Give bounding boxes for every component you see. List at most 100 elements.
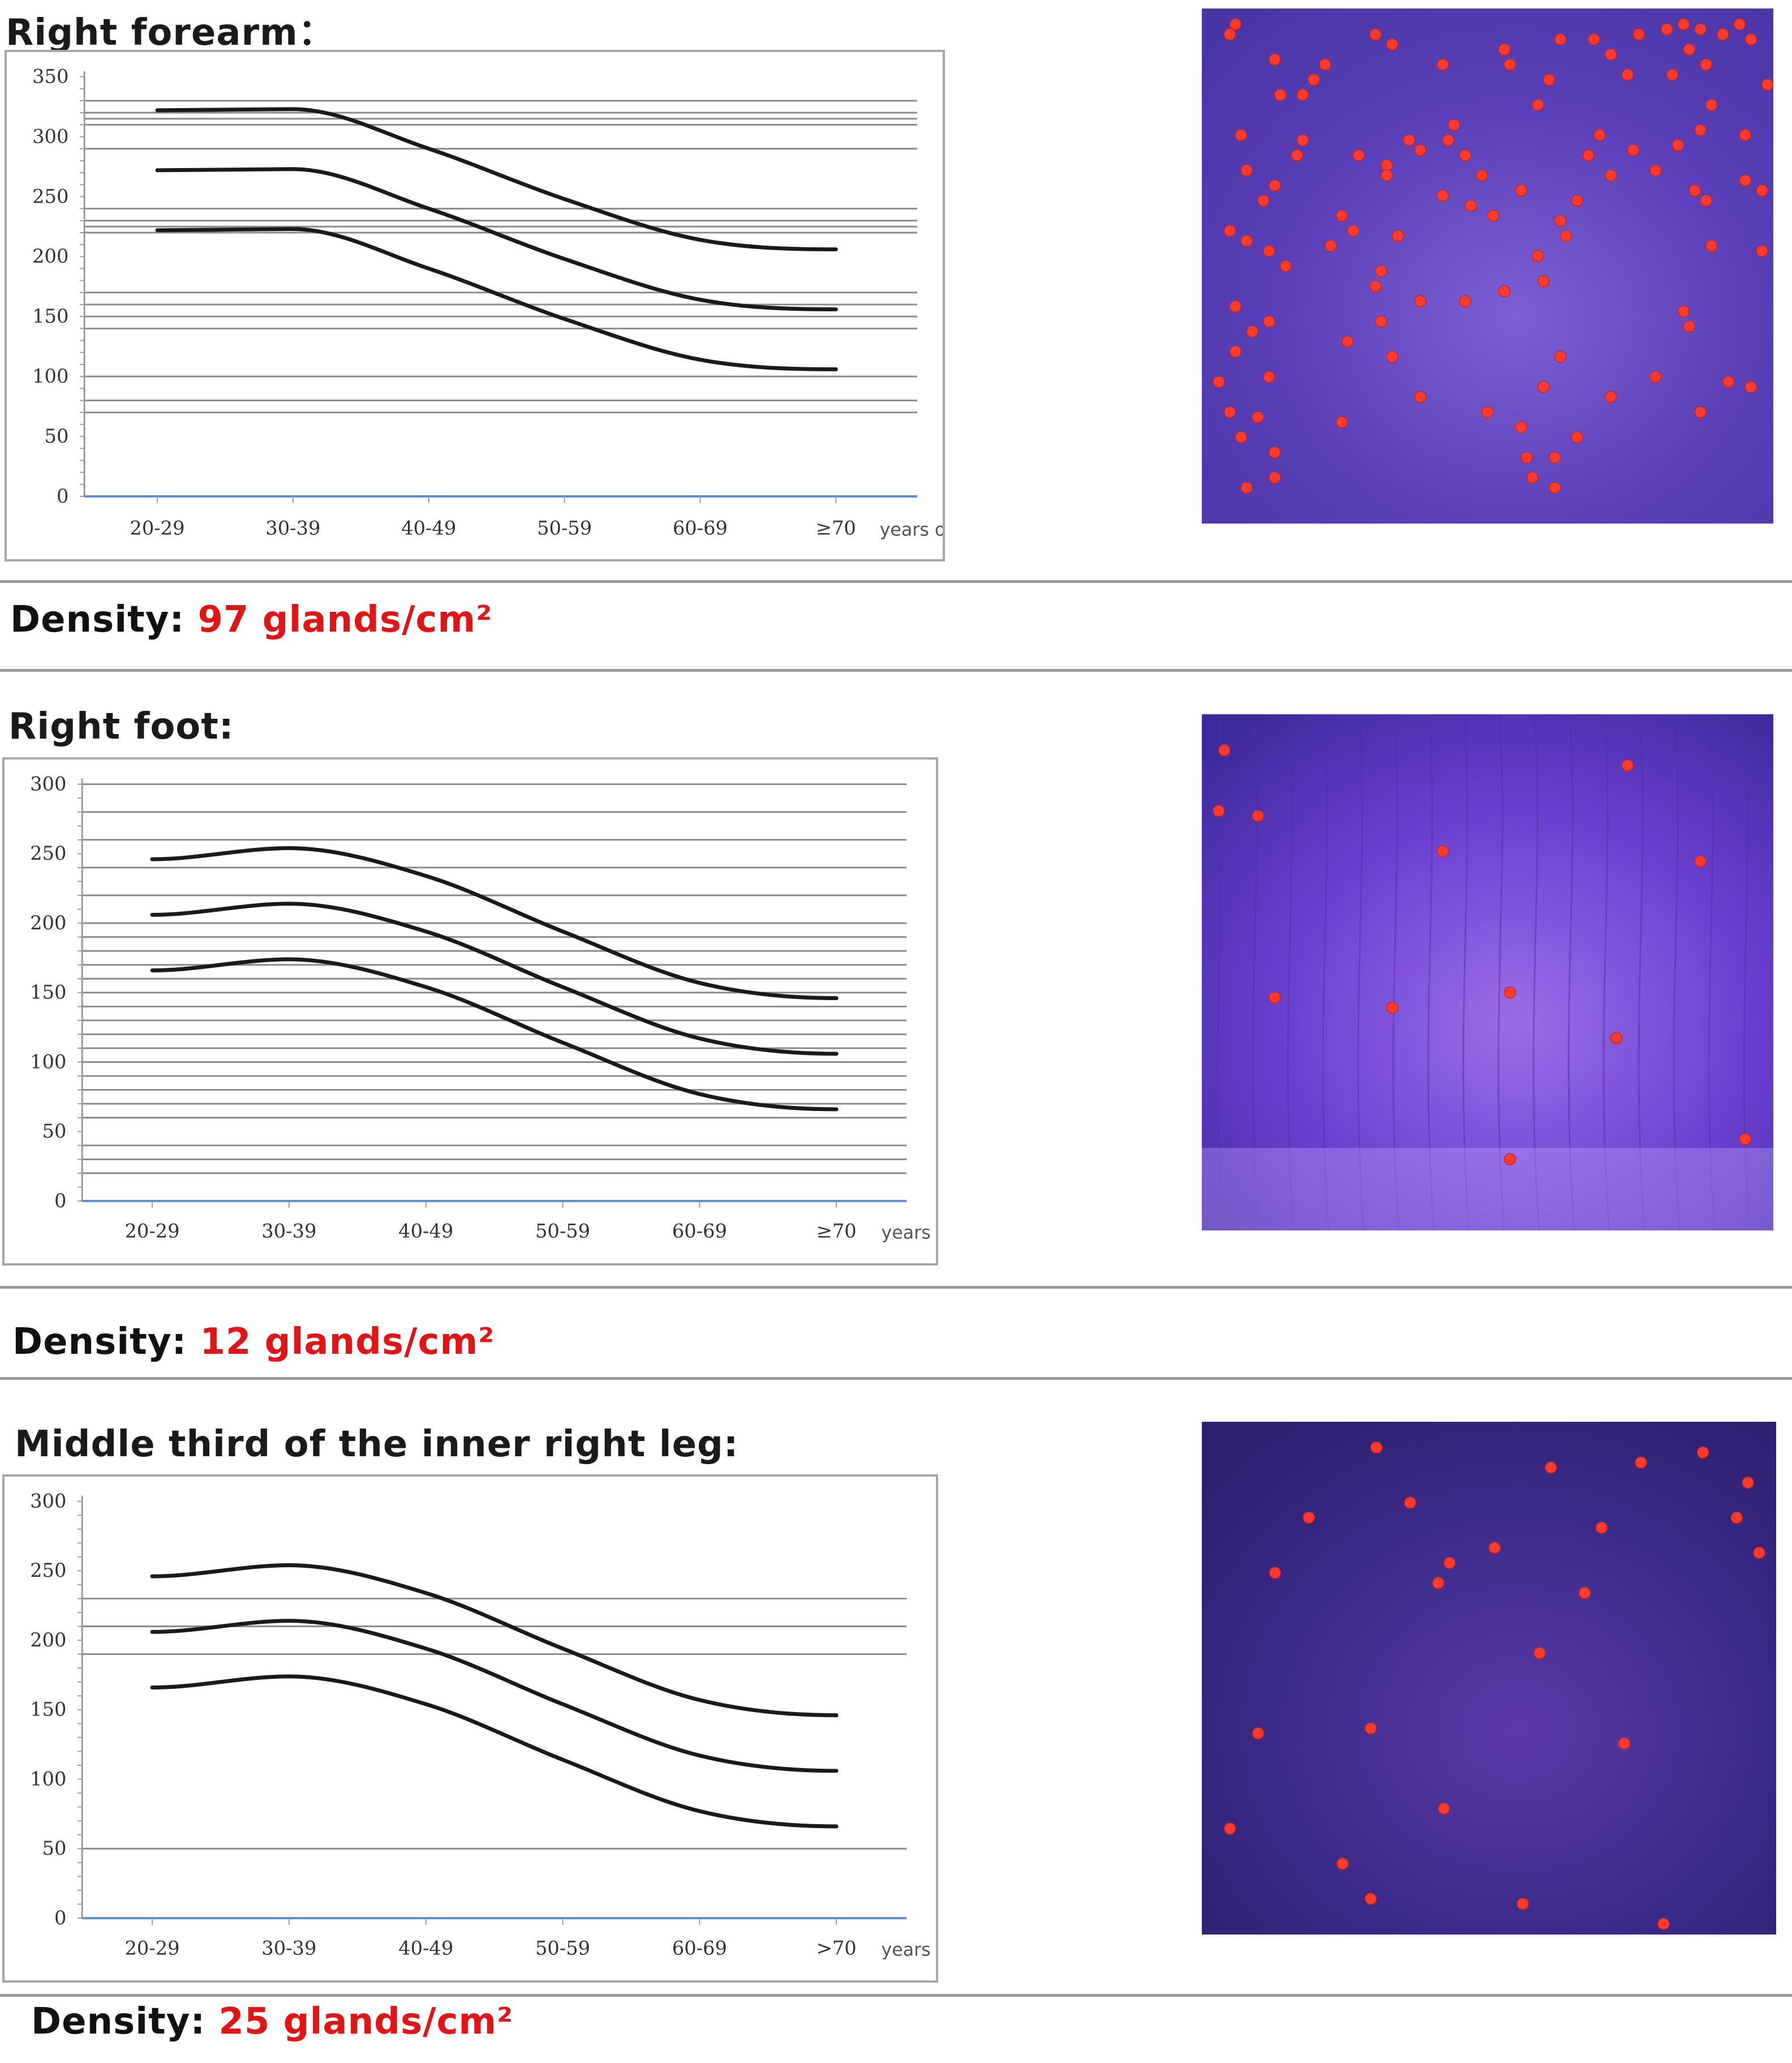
gland-dot <box>1537 380 1550 393</box>
leg-gland-map <box>1202 1422 1776 1935</box>
gland-dot <box>1498 285 1511 298</box>
y-tick-label: 300 <box>30 773 66 795</box>
skin-ridge <box>1322 714 1330 1230</box>
section-title-foot: Right foot: <box>8 706 234 748</box>
y-tick-label: 0 <box>57 485 68 507</box>
gland-dot <box>1223 224 1236 237</box>
gland-dot <box>1515 421 1528 434</box>
density-leg: Density: 25 glands/cm² <box>31 2001 513 2043</box>
y-tick-label: 100 <box>32 365 68 387</box>
skin-ridge <box>1673 714 1681 1230</box>
gland-dot <box>1229 300 1242 312</box>
x-tick-label: 60-69 <box>673 517 728 539</box>
gland-dot <box>1635 1456 1647 1469</box>
gland-dot <box>1459 295 1472 308</box>
x-unit-label: years old <box>880 520 943 540</box>
gland-dot <box>1694 406 1707 418</box>
series-line-3 <box>150 957 839 1112</box>
gland-dot <box>1549 451 1561 464</box>
skin-ridge <box>1708 714 1716 1230</box>
gland-dot <box>1369 28 1382 41</box>
gland-dot <box>1269 179 1281 192</box>
series-line-1 <box>150 846 839 1001</box>
gland-dot <box>1526 471 1539 484</box>
gland-dot <box>1432 1576 1445 1589</box>
x-tick-label: 30-39 <box>261 1937 316 1959</box>
gland-dot <box>1442 134 1455 147</box>
y-tick-label: 50 <box>45 425 69 447</box>
y-tick-label: 250 <box>30 1559 66 1581</box>
gland-dot <box>1761 78 1773 91</box>
y-tick-label: 0 <box>54 1190 66 1212</box>
gland-dot <box>1263 245 1275 258</box>
gland-dot <box>1269 991 1281 1004</box>
gland-dot <box>1554 350 1567 363</box>
density-forearm: Density: 97 glands/cm² <box>10 599 492 641</box>
gland-dot <box>1296 134 1309 147</box>
y-tick-label: 200 <box>30 912 66 934</box>
leg-gland-map-svg <box>1202 1422 1776 1935</box>
x-unit-label: years old <box>881 1223 936 1243</box>
divider <box>0 1994 1792 1997</box>
density-foot: Density: 12 glands/cm² <box>12 1321 495 1363</box>
gland-dot <box>1263 371 1275 383</box>
gland-dot <box>1246 325 1258 338</box>
forearm-gland-map-svg <box>1202 8 1773 524</box>
skin-ridge <box>1217 714 1224 1230</box>
gland-dot <box>1559 229 1572 242</box>
light-band <box>1202 1148 1773 1230</box>
gland-dot <box>1571 431 1584 444</box>
gland-dot <box>1554 33 1567 46</box>
foot-chart: 0 50 100 150 200 250 300 20-29 30-39 40-49 50-59 60… <box>2 757 938 1266</box>
gland-dot <box>1621 68 1634 81</box>
y-tick-label: 150 <box>32 305 68 327</box>
gland-dot <box>1291 149 1304 161</box>
gland-dot <box>1269 1567 1282 1579</box>
x-tick-label: 20-29 <box>130 517 184 539</box>
gland-dot <box>1700 58 1712 71</box>
gland-dot <box>1381 169 1393 182</box>
y-tick-label: 100 <box>30 1768 66 1790</box>
series-line-2 <box>155 167 838 312</box>
gland-dot <box>1733 18 1746 31</box>
y-tick-label: 0 <box>54 1907 66 1929</box>
series-line-1 <box>155 107 838 252</box>
gland-dot <box>1742 1476 1754 1489</box>
gland-dot <box>1677 305 1690 318</box>
gland-dot <box>1437 58 1449 71</box>
divider <box>0 580 1792 583</box>
gland-dot <box>1554 215 1567 227</box>
gland-dot <box>1696 1446 1709 1459</box>
density-value: 25 glands/cm² <box>218 2001 514 2043</box>
gland-dot <box>1649 371 1662 383</box>
density-label: Density: <box>31 2001 206 2043</box>
gland-dot <box>1235 128 1248 141</box>
gland-dot <box>1414 144 1426 157</box>
x-tick-label: 20-29 <box>124 1937 179 1959</box>
gland-dot <box>1739 1133 1752 1146</box>
leg-chart: 0 50 100 150 200 250 300 20-29 30-39 40-49 50-59 60… <box>2 1474 938 1983</box>
gland-dot <box>1503 1153 1516 1165</box>
density-value: 12 glands/cm² <box>200 1321 495 1363</box>
gland-dot <box>1627 144 1640 157</box>
gland-dot <box>1364 1722 1377 1735</box>
gland-dot <box>1240 234 1253 247</box>
gland-dot <box>1632 28 1645 41</box>
skin-surface <box>1202 714 1773 1230</box>
gland-dot <box>1404 1496 1416 1509</box>
gland-dot <box>1549 481 1561 494</box>
gland-dot <box>1335 416 1348 428</box>
gland-dot <box>1705 98 1718 111</box>
density-label: Density: <box>12 1321 187 1363</box>
gland-dot <box>1325 239 1337 252</box>
y-tick-label: 250 <box>30 842 66 864</box>
gland-dot <box>1694 23 1707 36</box>
gland-dot <box>1744 380 1757 393</box>
gland-dot <box>1386 38 1399 51</box>
gland-dot <box>1263 315 1275 328</box>
gland-dot <box>1700 194 1712 207</box>
x-tick-label: 60-69 <box>672 1937 727 1959</box>
y-tick-label: 150 <box>30 1699 66 1721</box>
gland-dot <box>1218 744 1231 757</box>
gland-dot <box>1464 199 1477 212</box>
